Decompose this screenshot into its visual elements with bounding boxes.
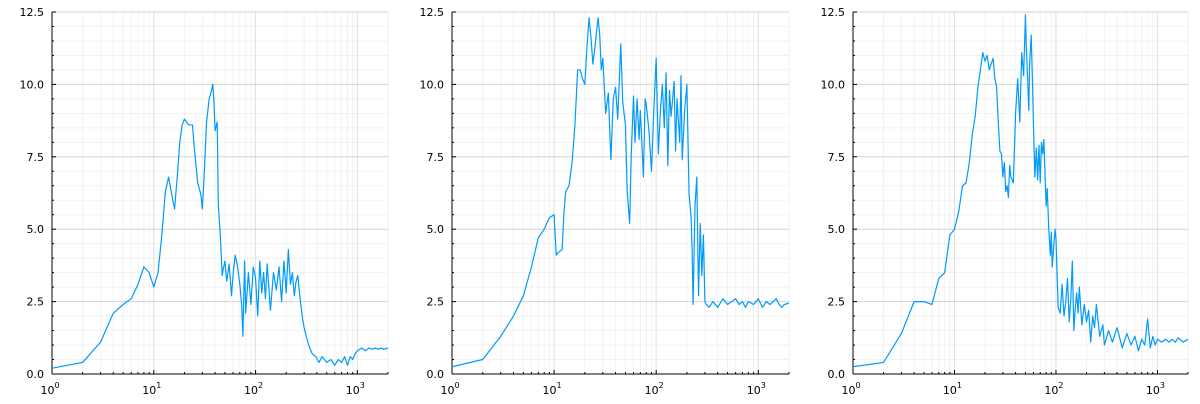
grid xyxy=(51,11,389,375)
plot-panel-2: 0.0 2.5 5.0 7.5 10.0 12.5 100 101 102 103 xyxy=(420,6,790,397)
plot-panel-3: 0.0 2.5 5.0 7.5 10.0 12.5 100 101 102 103 xyxy=(821,6,1189,397)
y-tick-label: 2.5 xyxy=(427,296,445,309)
y-tick-label: 0.0 xyxy=(27,368,45,381)
y-tick-label: 7.5 xyxy=(828,151,846,164)
x-tick-label: 103 xyxy=(1146,381,1165,397)
x-tick-label: 103 xyxy=(747,381,766,397)
y-tick-label: 10.0 xyxy=(20,78,45,91)
y-tick-label: 10.0 xyxy=(420,78,445,91)
y-tick-label: 10.0 xyxy=(821,78,846,91)
y-tick-label: 0.0 xyxy=(427,368,445,381)
grid xyxy=(852,11,1189,375)
y-tick-label: 7.5 xyxy=(427,151,445,164)
y-tick-label: 5.0 xyxy=(427,223,445,236)
y-tick-label: 2.5 xyxy=(828,296,846,309)
series-line-1 xyxy=(451,17,790,368)
grid xyxy=(451,11,790,375)
series-line-1 xyxy=(51,83,389,369)
x-tick-label: 100 xyxy=(40,381,59,397)
y-tick-label: 5.0 xyxy=(828,223,846,236)
y-tick-label: 5.0 xyxy=(27,223,45,236)
plot-panel-1: 0.0 2.5 5.0 7.5 10.0 12.5 100 101 102 103 xyxy=(20,6,389,397)
x-tick-label: 100 xyxy=(841,381,860,397)
x-tick-label: 101 xyxy=(543,381,562,397)
y-tick-label: 0.0 xyxy=(828,368,846,381)
y-tick-label: 12.5 xyxy=(20,6,45,19)
y-tick-label: 12.5 xyxy=(821,6,846,19)
x-tick-label: 102 xyxy=(645,381,664,397)
series-line-1 xyxy=(852,14,1189,368)
y-tick-label: 12.5 xyxy=(420,6,445,19)
x-tick-label: 101 xyxy=(943,381,962,397)
y-tick-label: 7.5 xyxy=(27,151,45,164)
y-tick-label: 2.5 xyxy=(27,296,45,309)
x-tick-label: 103 xyxy=(346,381,365,397)
x-tick-label: 100 xyxy=(440,381,459,397)
x-tick-label: 102 xyxy=(244,381,263,397)
x-tick-label: 102 xyxy=(1044,381,1063,397)
x-tick-label: 101 xyxy=(142,381,161,397)
